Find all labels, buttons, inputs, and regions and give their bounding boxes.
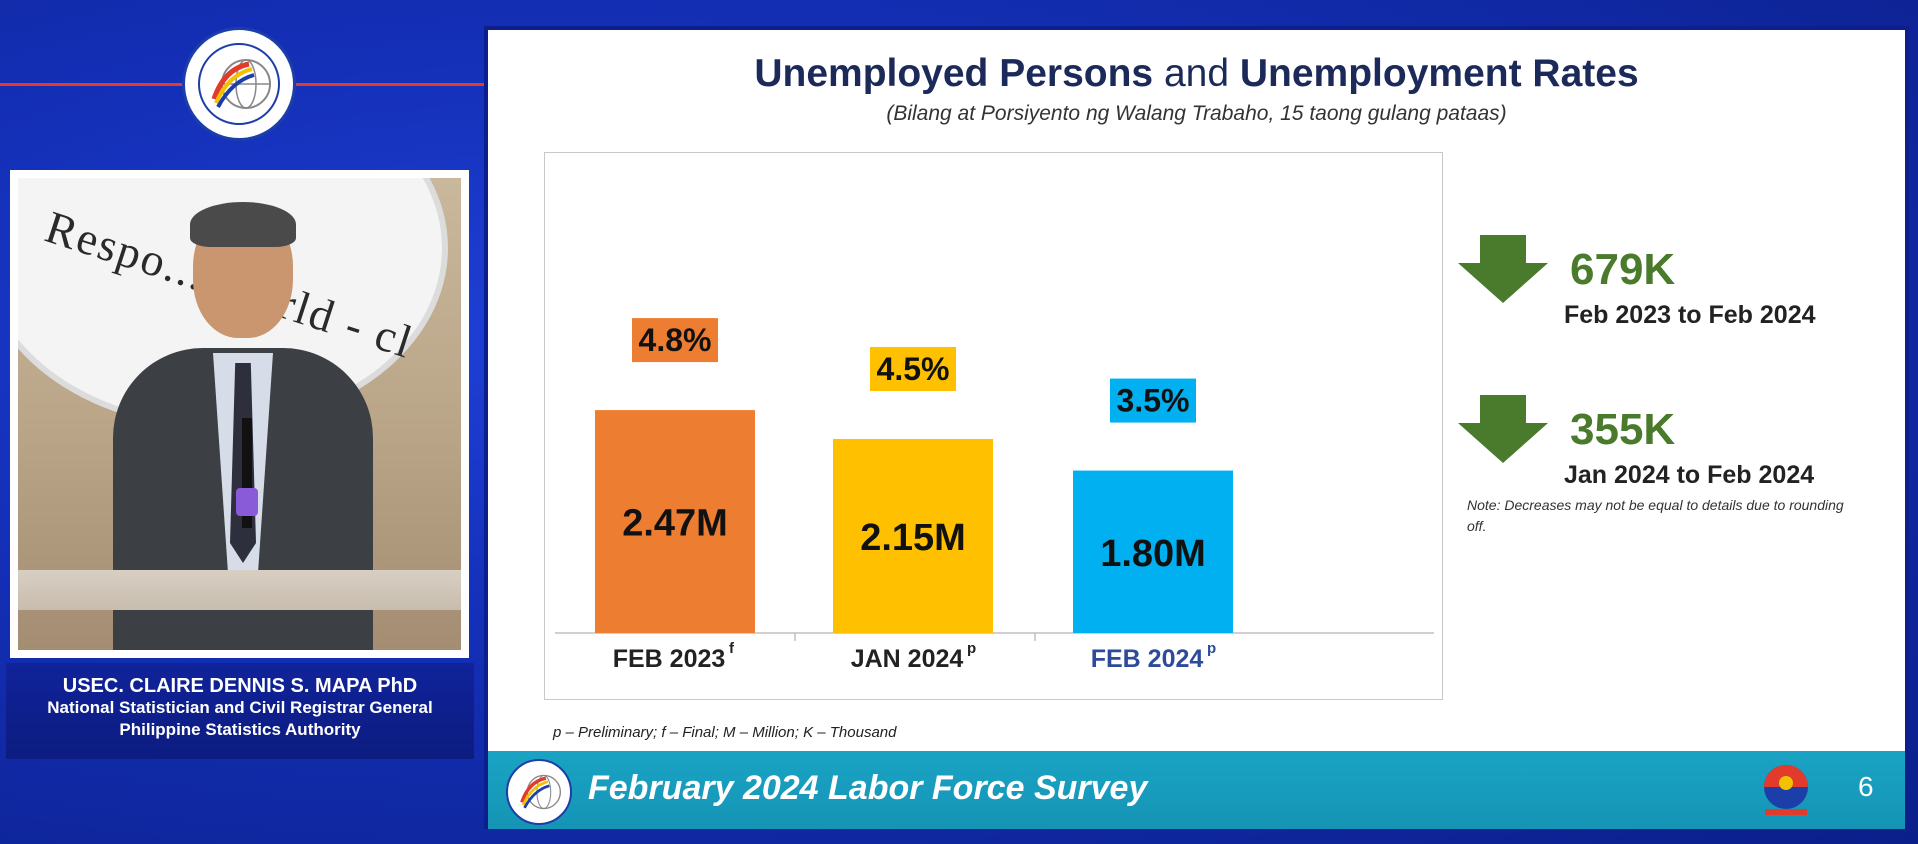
bar-3: [1073, 470, 1233, 633]
down-arrow-icon: [1458, 395, 1548, 463]
divider-line-left: [0, 83, 182, 86]
decrease-block-2: 355K Jan 2024 to Feb 2024: [1458, 395, 1878, 515]
psa-logo: [182, 27, 296, 141]
rate-badge: [870, 346, 956, 391]
bar-value-label: 2.15M: [860, 517, 966, 559]
decrease-block-1: 679K Feb 2023 to Feb 2024: [1458, 235, 1878, 355]
rate-label: 4.8%: [639, 322, 712, 358]
globe-icon: [520, 774, 562, 810]
decrease-amount-1: 679K: [1570, 245, 1676, 294]
rate-label: 4.5%: [877, 351, 950, 387]
category-superscript: f: [729, 640, 735, 657]
presenter-name: USEC. CLAIRE DENNIS S. MAPA PhD: [62, 675, 418, 697]
title-part-1: Unemployed Persons: [754, 52, 1154, 95]
psa-logo-small: [506, 759, 572, 825]
title-part-3: Unemployment Rates: [1239, 52, 1639, 95]
bar-1: [595, 410, 755, 633]
rate-label: 3.5%: [1117, 383, 1190, 419]
presenter-title: National Statistician and Civil Registra…: [47, 698, 433, 717]
footer-title: February 2024 Labor Force Survey: [588, 769, 1148, 807]
slide-title: Unemployed Persons and Unemployment Rate…: [488, 52, 1905, 96]
presenter-hair: [190, 202, 296, 247]
legend-footnote: p – Preliminary; f – Final; M – Million;…: [553, 724, 897, 741]
bar-value-label: 2.47M: [622, 503, 728, 545]
desk: [18, 570, 461, 610]
microphone-tag: [236, 488, 258, 516]
globe-icon: [198, 43, 280, 125]
presenter-org: Philippine Statistics Authority: [119, 720, 361, 739]
microphone: [242, 418, 252, 528]
decrease-period-1: Feb 2023 to Feb 2024: [1564, 301, 1816, 329]
bar-value-label: 1.80M: [1100, 533, 1206, 575]
category-superscript: p: [1207, 640, 1216, 657]
rounding-note: Note: Decreases may not be equal to deta…: [1467, 497, 1844, 534]
bagong-pilipinas-emblem: [1764, 765, 1808, 815]
slide-subtitle: (Bilang at Porsiyento ng Walang Trabaho,…: [886, 102, 1507, 125]
category-superscript: p: [967, 640, 976, 657]
rate-badge: [1110, 378, 1196, 423]
divider-line-right: [296, 83, 484, 86]
category-label: JAN 2024: [851, 645, 964, 673]
rate-badge: [632, 318, 718, 363]
slide-footer: February 2024 Labor Force Survey 6: [488, 751, 1905, 829]
page-number: 6: [1858, 771, 1874, 802]
bar-chart: 2.47M 4.8% FEB 2023 f 2.15M 4.5% JAN 2024 p 1.80…: [544, 152, 1443, 700]
category-label: FEB 2023: [613, 645, 726, 673]
presenter-video: Respo... World - cl: [18, 178, 461, 650]
presenter-caption: USEC. CLAIRE DENNIS S. MAPA PhD National…: [6, 663, 474, 759]
presenter-panel: Respo... World - cl USEC. CLAIRE DENNIS …: [0, 0, 484, 844]
title-part-2: and: [1153, 52, 1240, 95]
decrease-amount-2: 355K: [1570, 405, 1676, 454]
bar-2: [833, 438, 993, 633]
presentation-slide: Unemployed Persons and Unemployment Rate…: [484, 26, 1909, 829]
decrease-period-2: Jan 2024 to Feb 2024: [1564, 461, 1815, 489]
category-label: FEB 2024: [1091, 645, 1204, 673]
down-arrow-icon: [1458, 235, 1548, 303]
video-feed: Respo... World - cl: [10, 170, 469, 658]
